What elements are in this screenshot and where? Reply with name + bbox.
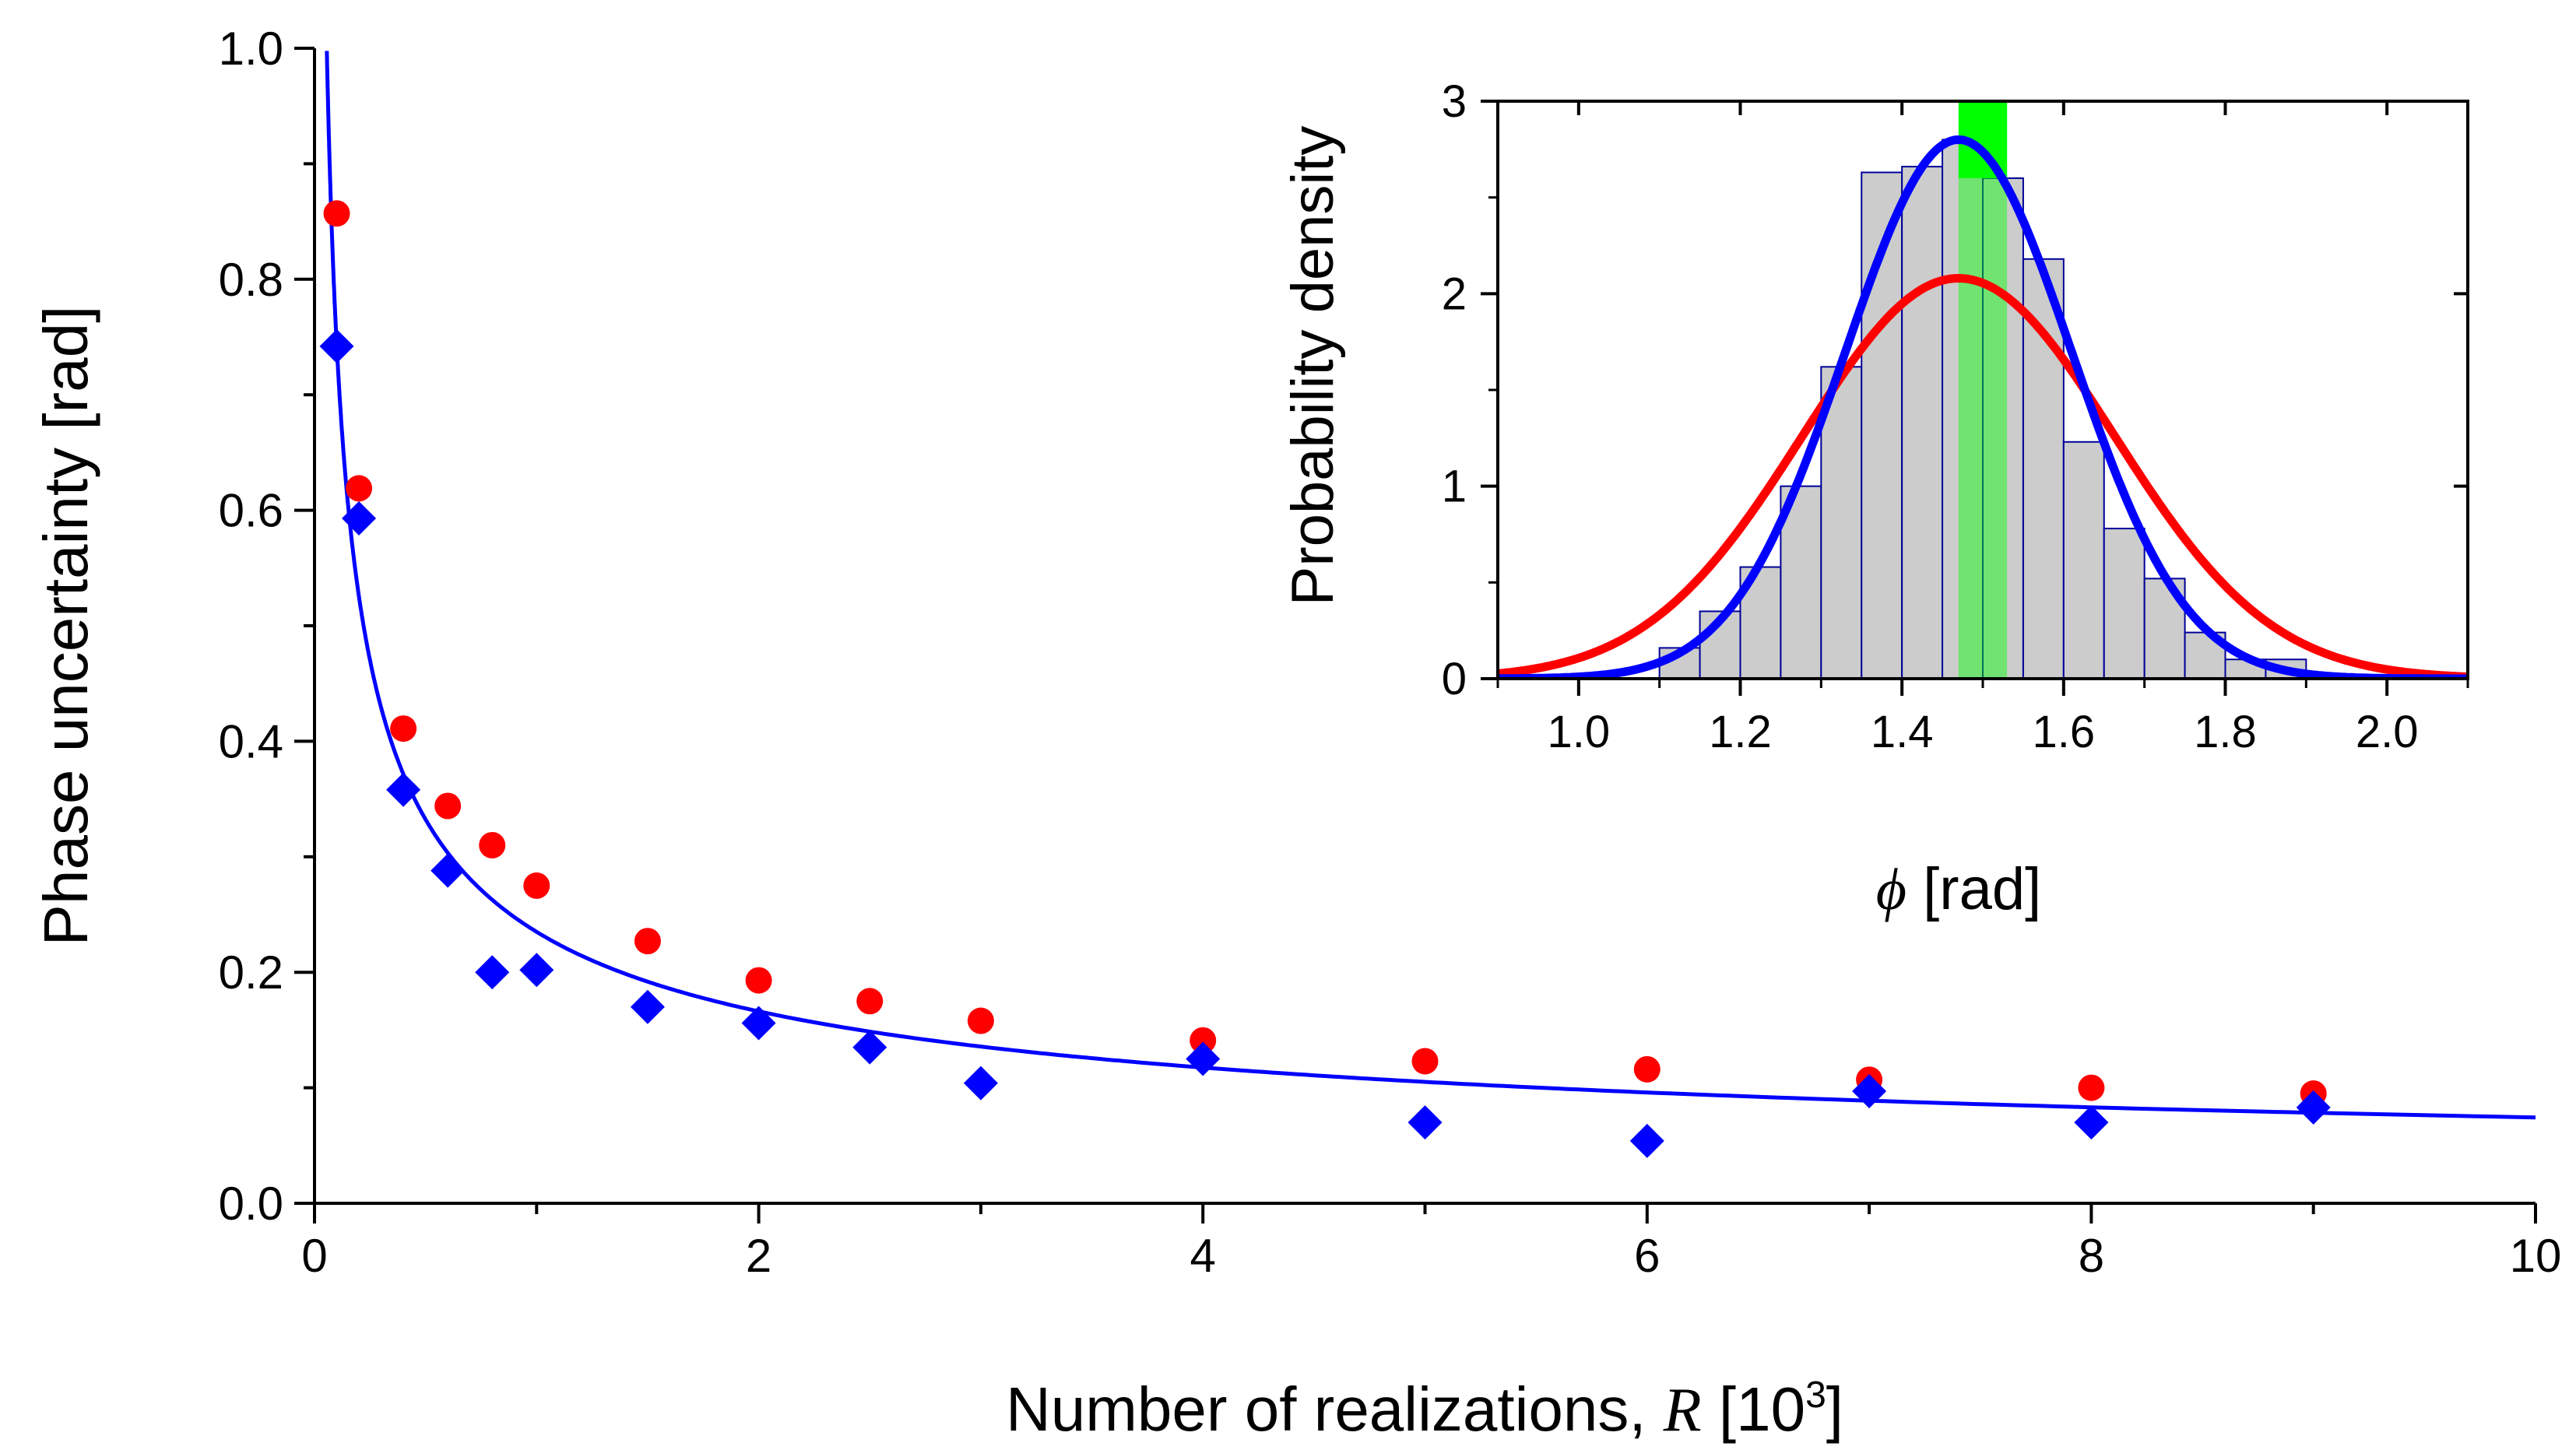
red-circle-point: [390, 715, 417, 743]
red-circle-point: [1633, 1055, 1661, 1083]
main-y-tick-label: 1.0: [219, 23, 283, 75]
main-x-tick-label: 0: [301, 1230, 327, 1282]
blue-diamond-point: [2074, 1105, 2109, 1140]
inset-y-ticks: 0 1 2 3: [1442, 76, 2468, 704]
blue-diamond-point: [519, 953, 554, 988]
main-x-axis-title: Number of realizations, R [103]: [1006, 1375, 1843, 1445]
blue-diamond-point: [342, 500, 377, 535]
red-gaussian-curve: [1498, 274, 2468, 679]
main-y-axis-title: Phase uncertainty [rad]: [31, 306, 100, 946]
main-y-ticks: 0.0 0.2 0.4 0.6 0.8 1.0: [219, 23, 315, 1230]
main-x-axis-title-unit-close: ]: [1826, 1375, 1843, 1444]
main-blue-series: [319, 328, 2331, 1158]
red-circle-point: [745, 967, 772, 994]
red-circle-point: [1411, 1048, 1439, 1075]
inset-x-axis-title-var: ϕ: [1876, 857, 1907, 922]
histogram-bar: [1901, 166, 1944, 680]
main-x-tick-label: 4: [1190, 1230, 1216, 1282]
blue-diamond-point: [1186, 1041, 1221, 1076]
main-x-axis-title-var: R: [1663, 1376, 1702, 1445]
main-x-tick-label: 8: [2079, 1230, 2104, 1282]
blue-diamond-point: [475, 955, 510, 990]
main-y-tick-label: 0.8: [219, 254, 283, 306]
blue-gaussian-curve: [1498, 135, 2468, 679]
blue-diamond-point: [852, 1030, 887, 1065]
inset-x-tick-label: 1.2: [1709, 707, 1772, 757]
inset-x-ticks: 1.0 1.2 1.4 1.6 1.8 2.0: [1496, 101, 2469, 757]
blue-diamond-point: [386, 772, 421, 807]
red-circle-point: [346, 475, 373, 502]
main-x-ticks: 0 2 4 6 8 10: [301, 1203, 2561, 1282]
inset-y-tick-label: 2: [1442, 269, 1467, 319]
main-x-tick-label: 6: [1634, 1230, 1660, 1282]
main-x-axis-title-unit-open: [10: [1702, 1375, 1805, 1444]
main-x-tick-label: 10: [2510, 1230, 2562, 1282]
inset-y-tick-label: 1: [1442, 462, 1467, 512]
highlight-band-rect: [1958, 101, 2008, 679]
blue-diamond-point: [1407, 1105, 1443, 1140]
blue-diamond-point: [2296, 1090, 2331, 1125]
inset-x-tick-label: 1.6: [2033, 707, 2096, 757]
main-x-axis-title-exponent: 3: [1805, 1375, 1826, 1416]
red-circle-point: [856, 988, 884, 1015]
main-x-axis-title-text: Number of realizations,: [1006, 1375, 1664, 1444]
blue-diamond-point: [630, 989, 665, 1024]
inset-y-tick-label: 0: [1442, 654, 1467, 704]
inset-x-axis-title-unit: [rad]: [1907, 856, 2041, 922]
main-y-tick-label: 0.6: [219, 485, 283, 537]
main-fit-line: [325, 51, 2536, 1120]
red-circle-point: [523, 872, 550, 899]
inset-x-axis-title: ϕ [rad]: [1876, 856, 2042, 922]
inset-x-tick-label: 2.0: [2356, 707, 2419, 757]
blue-diamond-point: [963, 1066, 998, 1101]
red-circle-point: [479, 831, 506, 858]
red-circle-point: [323, 200, 350, 227]
histogram-bar: [1820, 366, 1863, 679]
inset-x-tick-label: 1.0: [1548, 707, 1611, 757]
main-fit-curve: [325, 51, 2536, 1120]
red-circle-point: [1190, 1027, 1217, 1054]
main-chart: 0 2 4 6 8 10 0.00.20.40.60.81.0 Phase uncerta…: [31, 23, 2561, 1445]
inset-y-tick-label: 3: [1442, 76, 1467, 127]
blue-diamond-point: [431, 853, 466, 888]
main-x-tick-label: 2: [746, 1230, 771, 1282]
red-circle-point: [634, 928, 661, 955]
inset-chart: 1.0 1.2 1.4 1.6 1.8 2.0 0 1 2 3 Probability dens…: [1280, 76, 2469, 922]
red-circle-point: [2078, 1074, 2105, 1101]
red-circle-point: [434, 792, 462, 820]
blue-diamond-point: [1629, 1123, 1664, 1158]
main-y-tick-label: 0.2: [219, 946, 283, 999]
main-y-tick-label: 0.0: [219, 1178, 283, 1230]
red-circle-point: [967, 1007, 994, 1034]
histogram-bar: [1780, 485, 1822, 680]
blue-diamond-point: [741, 1006, 776, 1041]
inset-highlight-band: [1958, 101, 2008, 679]
inset-curves: [1498, 135, 2468, 679]
inset-y-axis-title: Probability density: [1280, 126, 1346, 606]
main-y-tick-label: 0.4: [219, 715, 283, 767]
inset-x-tick-label: 1.8: [2194, 707, 2257, 757]
histogram-bar: [2103, 528, 2145, 680]
blue-diamond-point: [319, 328, 354, 363]
blue-diamond-point: [1852, 1074, 1887, 1109]
inset-x-tick-label: 1.4: [1871, 707, 1934, 757]
histogram-bar: [2062, 441, 2105, 680]
